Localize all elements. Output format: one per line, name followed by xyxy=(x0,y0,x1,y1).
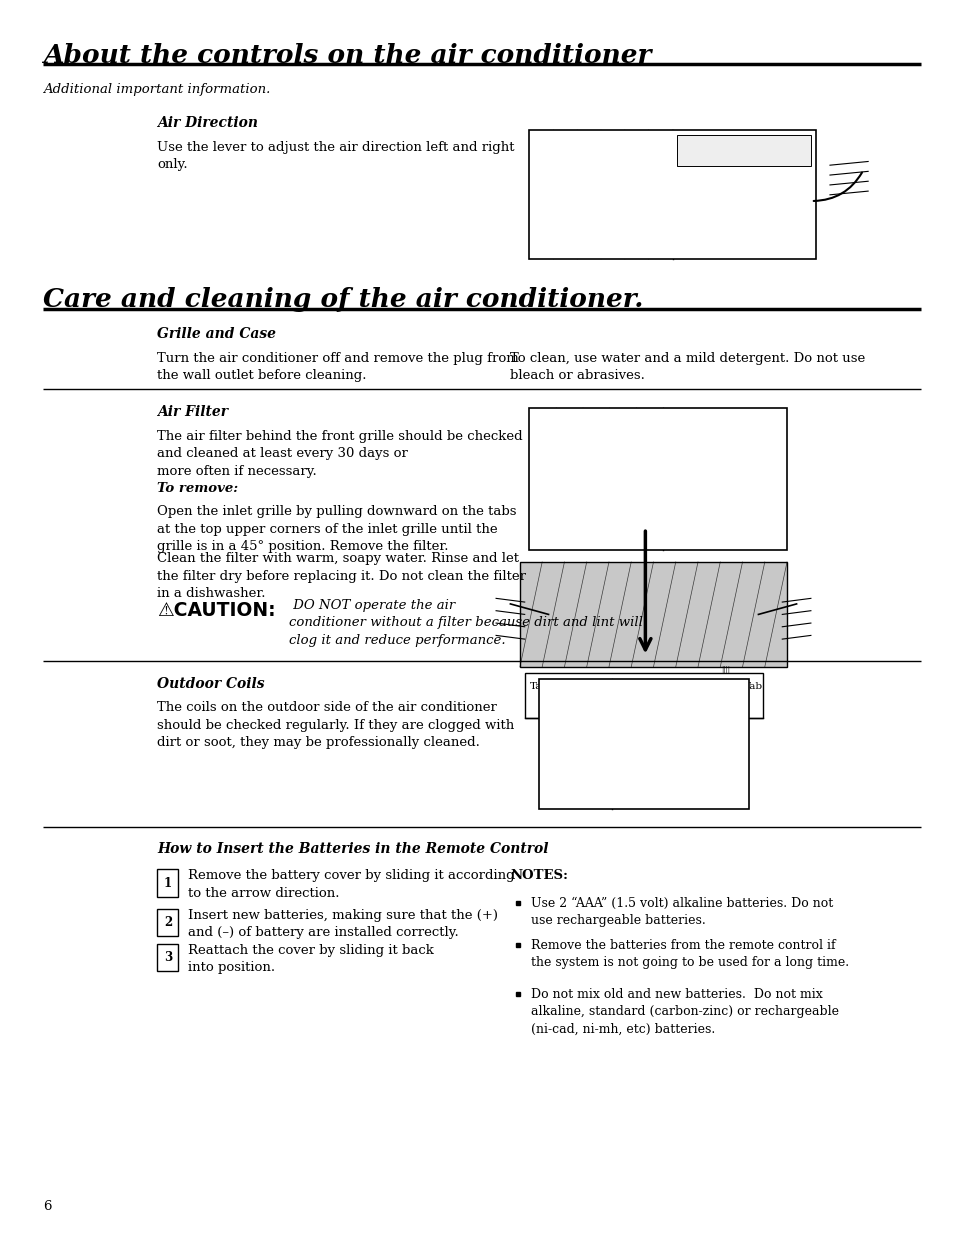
Text: Open the inlet grille by pulling downward on the tabs
at the top upper corners o: Open the inlet grille by pulling downwar… xyxy=(157,505,517,553)
Text: Air Filter: Air Filter xyxy=(157,405,228,419)
Bar xyxy=(157,909,178,936)
Text: ||||: |||| xyxy=(720,666,729,673)
Text: Grille and Case: Grille and Case xyxy=(157,327,276,341)
Text: Care and cleaning of the air conditioner.: Care and cleaning of the air conditioner… xyxy=(43,287,642,311)
Text: 6: 6 xyxy=(43,1199,51,1213)
Text: Outdoor Coils: Outdoor Coils xyxy=(157,677,265,690)
Text: NOTES:: NOTES: xyxy=(510,869,568,883)
Text: To remove:: To remove: xyxy=(157,482,238,495)
Text: Air Direction: Air Direction xyxy=(157,116,258,130)
Bar xyxy=(524,673,762,719)
Text: How to Insert the Batteries in the Remote Control: How to Insert the Batteries in the Remot… xyxy=(157,842,548,856)
Text: The coils on the outdoor side of the air conditioner
should be checked regularly: The coils on the outdoor side of the air… xyxy=(157,701,514,750)
Bar xyxy=(519,562,786,667)
Text: Remove the batteries from the remote control if
the system is not going to be us: Remove the batteries from the remote con… xyxy=(531,939,848,969)
Text: ⚠CAUTION:: ⚠CAUTION: xyxy=(157,601,275,620)
Bar xyxy=(157,944,178,971)
Text: Additional important information.: Additional important information. xyxy=(43,83,270,96)
Text: DO NOT operate the air
conditioner without a filter because dirt and lint will
c: DO NOT operate the air conditioner witho… xyxy=(289,599,642,647)
Bar xyxy=(157,869,178,897)
Text: Reattach the cover by sliding it back
into position.: Reattach the cover by sliding it back in… xyxy=(188,944,434,974)
Text: Use the lever to adjust the air direction left and right
only.: Use the lever to adjust the air directio… xyxy=(157,141,515,172)
Text: Remove the battery cover by sliding it according
to the arrow direction.: Remove the battery cover by sliding it a… xyxy=(188,869,514,900)
Text: Insert new batteries, making sure that the (+)
and (–) of battery are installed : Insert new batteries, making sure that t… xyxy=(188,909,497,940)
Text: 2: 2 xyxy=(164,916,172,929)
Text: Do not mix old and new batteries.  Do not mix
alkaline, standard (carbon-zinc) o: Do not mix old and new batteries. Do not… xyxy=(531,988,839,1036)
Text: To clean, use water and a mild detergent. Do not use
bleach or abrasives.: To clean, use water and a mild detergent… xyxy=(510,352,864,383)
Text: Tab: Tab xyxy=(529,682,548,690)
Text: Use 2 “AAA” (1.5 volt) alkaline batteries. Do not
use rechargeable batteries.: Use 2 “AAA” (1.5 volt) alkaline batterie… xyxy=(531,897,833,927)
Bar xyxy=(529,408,786,550)
Text: Turn the air conditioner off and remove the plug from
the wall outlet before cle: Turn the air conditioner off and remove … xyxy=(157,352,518,383)
Bar xyxy=(529,130,815,259)
Bar xyxy=(538,679,748,809)
Text: 1: 1 xyxy=(164,877,172,889)
Text: The air filter behind the front grille should be checked
and cleaned at least ev: The air filter behind the front grille s… xyxy=(157,430,522,478)
Text: 3: 3 xyxy=(164,951,172,963)
Bar xyxy=(677,135,810,165)
Text: Tab: Tab xyxy=(743,682,762,690)
Text: About the controls on the air conditioner: About the controls on the air conditione… xyxy=(43,43,651,68)
Text: Clean the filter with warm, soapy water. Rinse and let
the filter dry before rep: Clean the filter with warm, soapy water.… xyxy=(157,552,526,600)
